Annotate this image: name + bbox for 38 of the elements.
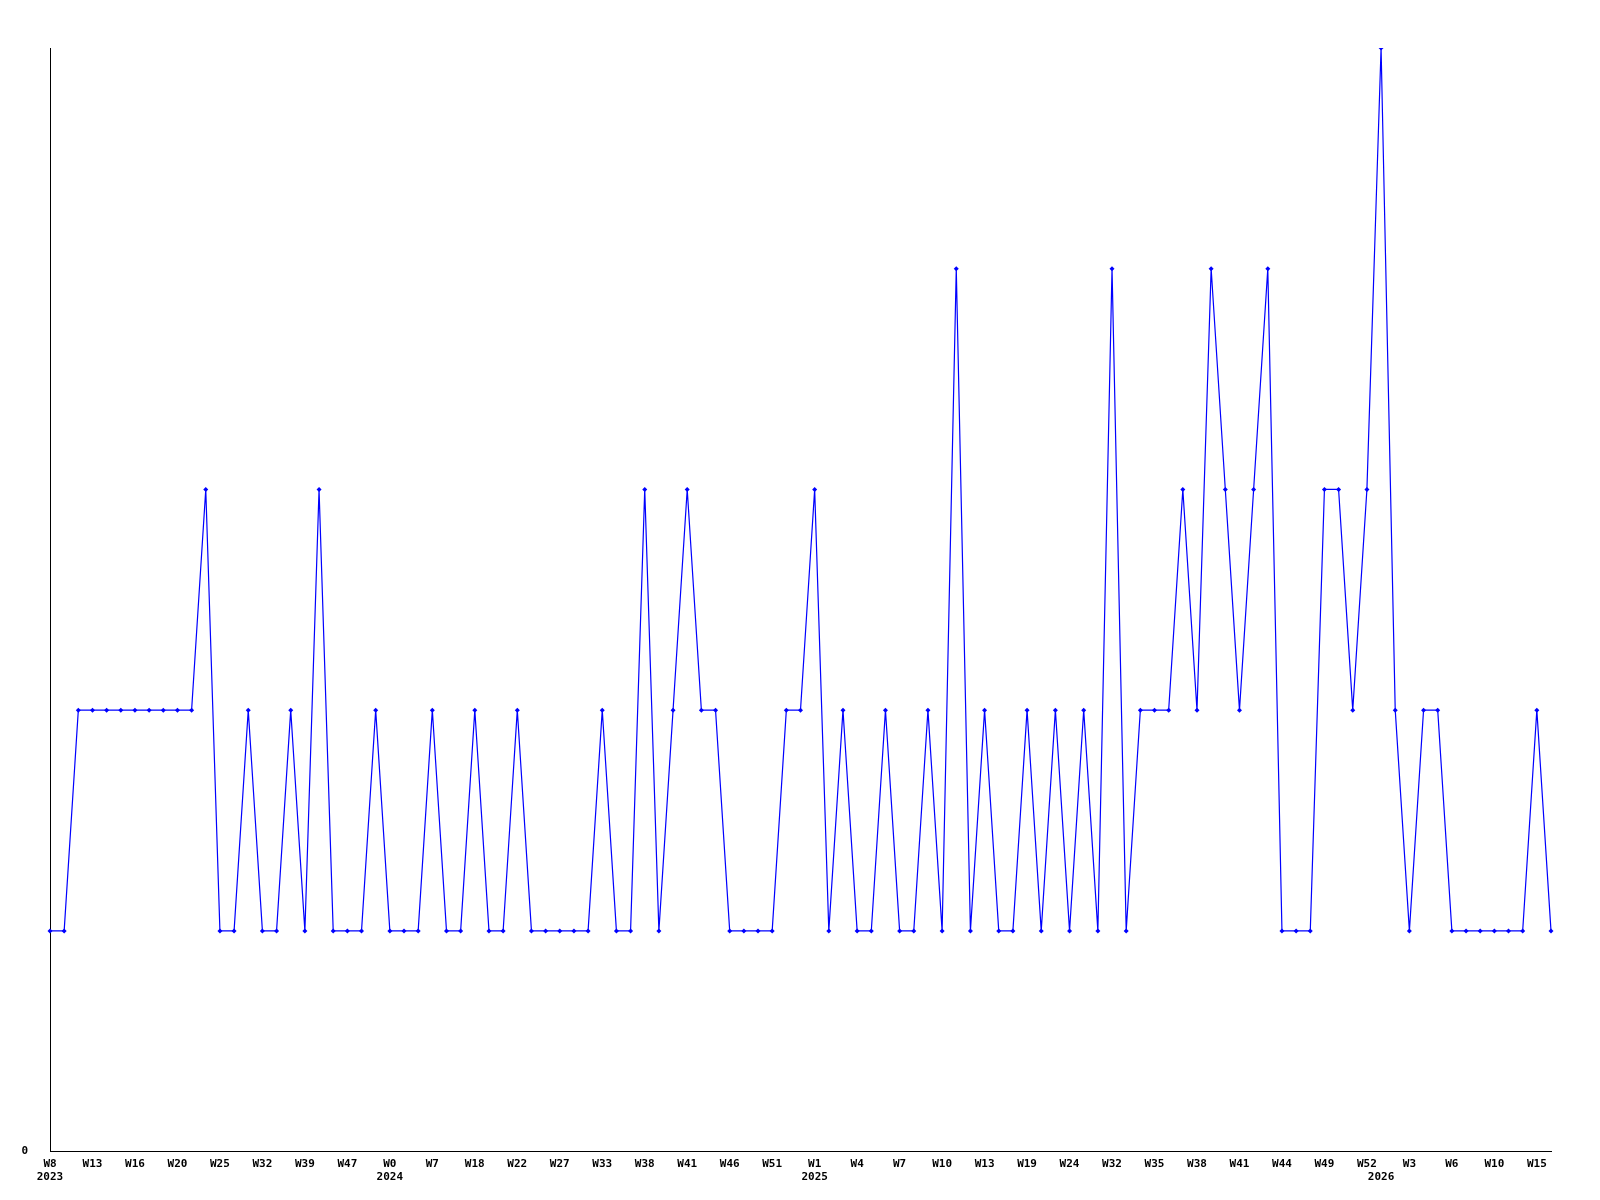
x-tick-label: W52 — [1356, 1157, 1377, 1171]
x-tick-label: W19 — [1017, 1157, 1037, 1171]
x-tick-label: W41 — [677, 1157, 698, 1171]
x-tick-label: W32 — [252, 1157, 273, 1171]
x-tick-label: W25 — [209, 1157, 230, 1171]
x-tick-label: W35 — [1144, 1157, 1165, 1171]
x-tick-label: W22 — [507, 1157, 528, 1171]
x-tick-label: W33 — [592, 1157, 613, 1171]
x-tick-label: W15 — [1526, 1157, 1547, 1171]
x-tick-label: W41 — [1229, 1157, 1250, 1171]
x-tick-label: W44 — [1272, 1157, 1293, 1171]
x-tick-label: W4 — [850, 1157, 865, 1171]
x-tick-label: W39 — [294, 1157, 315, 1171]
x-tick-label: W10 — [932, 1157, 953, 1171]
x-tick-label: W7 — [425, 1157, 439, 1171]
x-tick-label: W49 — [1314, 1157, 1335, 1171]
x-tick-label: W38 — [634, 1157, 655, 1171]
x-tick-label: W18 — [464, 1157, 485, 1171]
x-tick-label: W16 — [125, 1157, 146, 1171]
x-tick-label: 2026 — [1367, 1170, 1395, 1184]
x-tick-label: W24 — [1059, 1157, 1080, 1171]
x-tick-label: W6 — [1445, 1157, 1459, 1171]
x-tick-label: W13 — [974, 1157, 995, 1171]
x-tick-label: W3 — [1402, 1157, 1417, 1171]
x-tick-label: W20 — [167, 1157, 188, 1171]
x-tick-label: W47 — [337, 1157, 358, 1171]
x-tick-label: W10 — [1484, 1157, 1505, 1171]
x-tick-label: W13 — [82, 1157, 103, 1171]
x-tick-label: W38 — [1187, 1157, 1207, 1171]
x-tick-label: W27 — [549, 1157, 570, 1171]
x-tick-label: W7 — [893, 1157, 907, 1171]
x-tick-label: W46 — [719, 1157, 741, 1171]
x-tick-label: W32 — [1102, 1157, 1122, 1171]
x-tick-label: W1 2025 — [801, 1157, 828, 1184]
x-tick-label: W8 2023 — [36, 1157, 64, 1184]
x-tick-label: W51 — [762, 1157, 783, 1171]
text: 0 — [21, 1144, 28, 1158]
x-tick-label: W0 2024 — [376, 1157, 404, 1184]
